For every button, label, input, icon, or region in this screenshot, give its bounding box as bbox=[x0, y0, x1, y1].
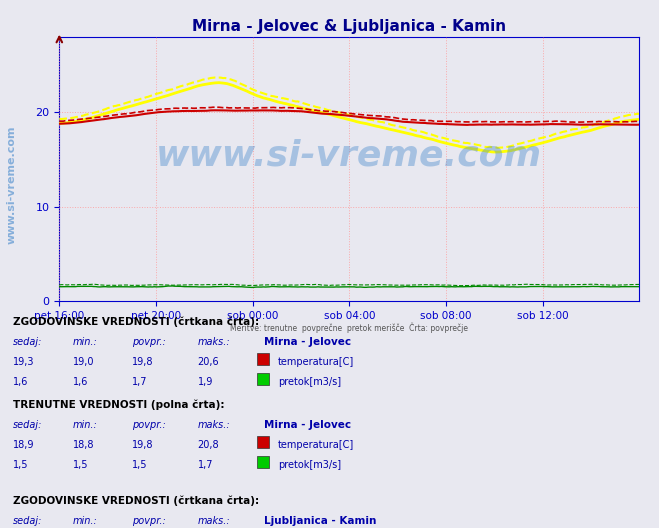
Title: Mirna - Jelovec & Ljubljanica - Kamin: Mirna - Jelovec & Ljubljanica - Kamin bbox=[192, 20, 506, 34]
Text: min.:: min.: bbox=[72, 337, 98, 347]
Text: ZGODOVINSKE VREDNOSTI (črtkana črta):: ZGODOVINSKE VREDNOSTI (črtkana črta): bbox=[13, 317, 259, 327]
Text: www.si-vreme.com: www.si-vreme.com bbox=[156, 139, 542, 173]
Text: 1,9: 1,9 bbox=[198, 377, 213, 387]
Text: Mirna - Jelovec: Mirna - Jelovec bbox=[264, 420, 351, 430]
Text: pretok[m3/s]: pretok[m3/s] bbox=[278, 377, 341, 387]
Text: 1,6: 1,6 bbox=[72, 377, 88, 387]
Text: 19,0: 19,0 bbox=[72, 357, 94, 367]
Text: 19,8: 19,8 bbox=[132, 357, 154, 367]
Text: 1,7: 1,7 bbox=[132, 377, 148, 387]
Text: ZGODOVINSKE VREDNOSTI (črtkana črta):: ZGODOVINSKE VREDNOSTI (črtkana črta): bbox=[13, 496, 259, 506]
Text: sedaj:: sedaj: bbox=[13, 337, 43, 347]
Text: 1,5: 1,5 bbox=[132, 460, 148, 470]
Text: min.:: min.: bbox=[72, 420, 98, 430]
Text: maks.:: maks.: bbox=[198, 337, 231, 347]
Text: Mirna - Jelovec: Mirna - Jelovec bbox=[264, 337, 351, 347]
Text: 1,6: 1,6 bbox=[13, 377, 28, 387]
Text: 1,5: 1,5 bbox=[72, 460, 88, 470]
Text: 1,7: 1,7 bbox=[198, 460, 214, 470]
Text: 20,6: 20,6 bbox=[198, 357, 219, 367]
Text: temperatura[C]: temperatura[C] bbox=[278, 357, 355, 367]
Text: maks.:: maks.: bbox=[198, 516, 231, 526]
Text: TRENUTNE VREDNOSTI (polna črta):: TRENUTNE VREDNOSTI (polna črta): bbox=[13, 400, 225, 410]
Text: 19,3: 19,3 bbox=[13, 357, 35, 367]
Text: povpr.:: povpr.: bbox=[132, 516, 165, 526]
Text: 20,8: 20,8 bbox=[198, 440, 219, 450]
Text: sedaj:: sedaj: bbox=[13, 420, 43, 430]
Text: maks.:: maks.: bbox=[198, 420, 231, 430]
Text: pretok[m3/s]: pretok[m3/s] bbox=[278, 460, 341, 470]
Text: Ljubljanica - Kamin: Ljubljanica - Kamin bbox=[264, 516, 376, 526]
Text: 18,9: 18,9 bbox=[13, 440, 35, 450]
Text: 19,8: 19,8 bbox=[132, 440, 154, 450]
Text: 18,8: 18,8 bbox=[72, 440, 94, 450]
Text: sedaj:: sedaj: bbox=[13, 516, 43, 526]
Text: povpr.:: povpr.: bbox=[132, 420, 165, 430]
Text: www.si-vreme.com: www.si-vreme.com bbox=[7, 126, 16, 244]
Text: povpr.:: povpr.: bbox=[132, 337, 165, 347]
Text: Meritve: trenutne  povprečne  pretok merišče  Črta: povprečje: Meritve: trenutne povprečne pretok meriš… bbox=[230, 322, 469, 333]
Text: temperatura[C]: temperatura[C] bbox=[278, 440, 355, 450]
Text: min.:: min.: bbox=[72, 516, 98, 526]
Text: 1,5: 1,5 bbox=[13, 460, 29, 470]
